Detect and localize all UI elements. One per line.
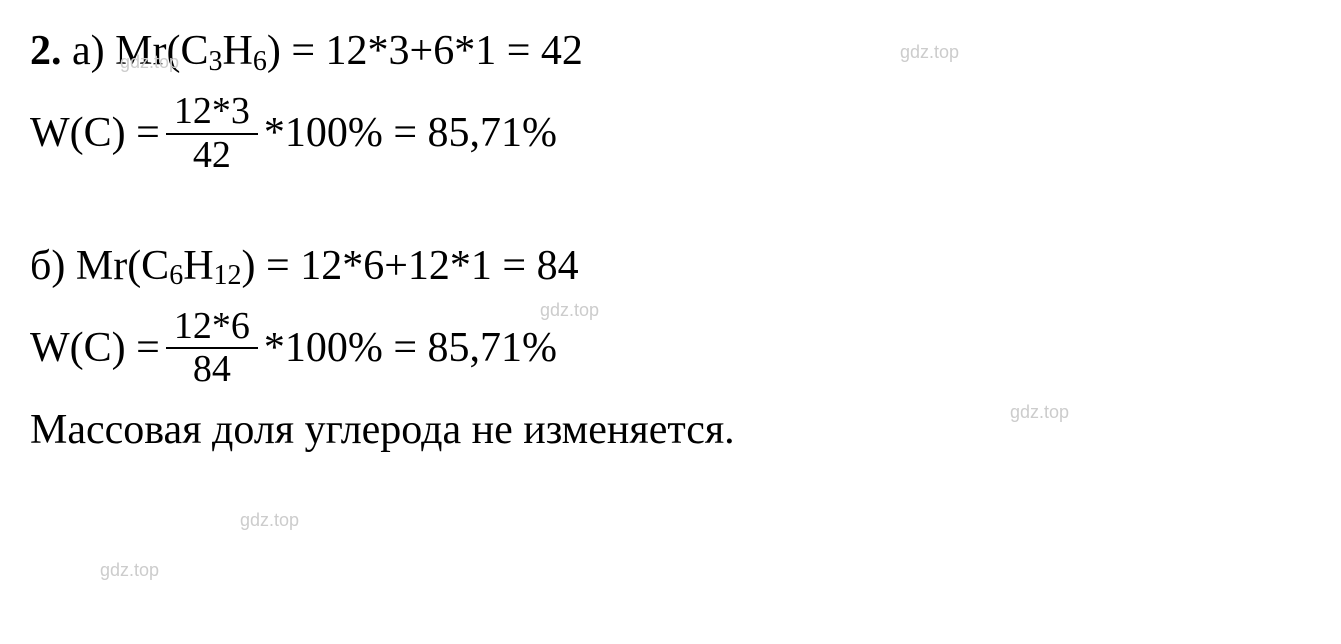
- part-b-w-suffix: *100% = 85,71%: [264, 317, 557, 380]
- line-part-b-mr: б) Mr(C 6 H 12 ) = 12*6+12*1 = 84: [30, 235, 1311, 298]
- part-a-frac-den: 42: [185, 135, 239, 177]
- part-b-c-sub: 6: [169, 255, 183, 297]
- line-part-a-w: W(C) = 12*3 42 *100% = 85,71%: [30, 91, 1311, 177]
- part-a-frac-num: 12*3: [166, 91, 258, 135]
- part-b-label: б): [30, 235, 65, 298]
- part-a-fraction: 12*3 42: [166, 91, 258, 177]
- part-b-h-sub: 12: [214, 255, 242, 297]
- line-part-b-w: W(C) = 12*6 84 *100% = 85,71%: [30, 306, 1311, 392]
- section-gap: [30, 185, 1311, 235]
- part-a-h-sub: 6: [253, 41, 267, 83]
- part-b-w-prefix: W(C) =: [30, 317, 160, 380]
- part-a-label: а): [62, 20, 116, 83]
- line-part-a-mr: 2. а) Mr(C 3 H 6 ) = 12*3+6*1 = 42: [30, 20, 1311, 83]
- problem-number: 2.: [30, 20, 62, 83]
- part-a-mr-close: ) = 12*3+6*1 = 42: [267, 20, 583, 83]
- conclusion-text: Массовая доля углерода не изменяется.: [30, 399, 735, 462]
- part-b-h: H: [183, 235, 213, 298]
- part-a-mr-prefix: Mr(C: [115, 20, 208, 83]
- part-b-frac-den: 84: [185, 349, 239, 391]
- part-a-c-sub: 3: [208, 41, 222, 83]
- line-conclusion: Массовая доля углерода не изменяется.: [30, 399, 1311, 462]
- watermark-text: gdz.top: [240, 510, 299, 531]
- watermark-text: gdz.top: [100, 560, 159, 581]
- part-b-frac-num: 12*6: [166, 306, 258, 350]
- part-a-w-prefix: W(C) =: [30, 102, 160, 165]
- part-b-mr-prefix: Mr(C: [76, 235, 169, 298]
- spacer: [65, 235, 76, 298]
- part-a-h: H: [222, 20, 252, 83]
- part-b-mr-close: ) = 12*6+12*1 = 84: [242, 235, 579, 298]
- part-b-fraction: 12*6 84: [166, 306, 258, 392]
- part-a-w-suffix: *100% = 85,71%: [264, 102, 557, 165]
